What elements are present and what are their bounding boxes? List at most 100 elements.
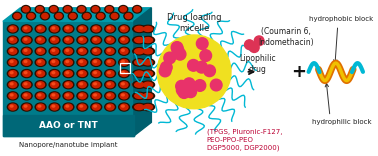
Ellipse shape (51, 7, 57, 12)
Ellipse shape (24, 49, 27, 51)
Ellipse shape (35, 36, 46, 44)
Text: hydrophilic block: hydrophilic block (312, 119, 372, 125)
Ellipse shape (78, 93, 86, 99)
Circle shape (164, 52, 175, 64)
Ellipse shape (23, 71, 31, 76)
Circle shape (176, 80, 187, 92)
Ellipse shape (52, 94, 55, 96)
Ellipse shape (70, 13, 76, 19)
Ellipse shape (119, 103, 130, 111)
Ellipse shape (94, 72, 96, 74)
Ellipse shape (52, 83, 55, 85)
Ellipse shape (144, 38, 153, 43)
Ellipse shape (66, 49, 69, 51)
Ellipse shape (52, 105, 55, 107)
Ellipse shape (133, 25, 146, 33)
Ellipse shape (133, 70, 146, 77)
Ellipse shape (38, 27, 41, 29)
Ellipse shape (54, 12, 64, 20)
Ellipse shape (51, 71, 59, 76)
Ellipse shape (92, 7, 99, 12)
Ellipse shape (49, 103, 60, 111)
Ellipse shape (52, 49, 55, 51)
Ellipse shape (49, 70, 60, 78)
Circle shape (178, 87, 190, 98)
Ellipse shape (23, 7, 29, 12)
Ellipse shape (10, 61, 13, 63)
Ellipse shape (105, 25, 116, 33)
Ellipse shape (119, 58, 130, 66)
Ellipse shape (108, 49, 110, 51)
Ellipse shape (49, 5, 58, 13)
Ellipse shape (120, 104, 128, 110)
Ellipse shape (92, 93, 100, 99)
Ellipse shape (133, 37, 146, 44)
Ellipse shape (35, 81, 46, 89)
Ellipse shape (80, 83, 83, 85)
Ellipse shape (135, 60, 144, 65)
Ellipse shape (42, 13, 48, 19)
Ellipse shape (92, 104, 100, 110)
Ellipse shape (133, 103, 146, 111)
Ellipse shape (105, 58, 116, 66)
Ellipse shape (63, 81, 74, 89)
Ellipse shape (38, 94, 41, 96)
Ellipse shape (78, 48, 86, 54)
Ellipse shape (63, 70, 74, 78)
Ellipse shape (38, 105, 41, 107)
Circle shape (185, 86, 197, 98)
Ellipse shape (144, 49, 153, 54)
Ellipse shape (38, 83, 41, 85)
Ellipse shape (91, 25, 102, 33)
Ellipse shape (38, 72, 41, 74)
Ellipse shape (35, 70, 46, 78)
Ellipse shape (122, 94, 124, 96)
Ellipse shape (133, 81, 146, 88)
Ellipse shape (92, 48, 100, 54)
Circle shape (174, 48, 186, 60)
Ellipse shape (14, 13, 20, 19)
Ellipse shape (78, 104, 86, 110)
Ellipse shape (119, 25, 130, 33)
Ellipse shape (63, 5, 72, 13)
Ellipse shape (80, 61, 83, 63)
Ellipse shape (65, 93, 72, 99)
Ellipse shape (78, 71, 86, 76)
Ellipse shape (119, 92, 130, 100)
Ellipse shape (141, 92, 155, 100)
Circle shape (172, 44, 184, 56)
Circle shape (194, 80, 206, 91)
Ellipse shape (65, 7, 71, 12)
Ellipse shape (106, 93, 114, 99)
Ellipse shape (135, 49, 144, 54)
Ellipse shape (24, 27, 27, 29)
Ellipse shape (77, 5, 86, 13)
Circle shape (204, 65, 215, 77)
Text: AAO or TNT: AAO or TNT (39, 121, 98, 130)
Ellipse shape (108, 105, 110, 107)
Ellipse shape (105, 103, 116, 111)
Ellipse shape (122, 49, 124, 51)
Circle shape (157, 35, 231, 109)
Ellipse shape (66, 38, 69, 40)
Ellipse shape (78, 37, 86, 43)
Polygon shape (3, 21, 134, 136)
Ellipse shape (122, 105, 124, 107)
Ellipse shape (108, 61, 110, 63)
Ellipse shape (52, 61, 55, 63)
Ellipse shape (106, 104, 114, 110)
Ellipse shape (63, 25, 74, 33)
Ellipse shape (144, 71, 153, 76)
Ellipse shape (7, 70, 18, 78)
Ellipse shape (92, 71, 100, 76)
Ellipse shape (122, 27, 124, 29)
Text: +: + (291, 63, 307, 81)
Ellipse shape (141, 48, 155, 55)
Ellipse shape (65, 26, 72, 32)
Ellipse shape (122, 38, 124, 40)
Ellipse shape (7, 25, 18, 33)
Ellipse shape (49, 92, 60, 100)
Ellipse shape (23, 48, 31, 54)
Ellipse shape (21, 58, 32, 66)
Ellipse shape (9, 37, 17, 43)
